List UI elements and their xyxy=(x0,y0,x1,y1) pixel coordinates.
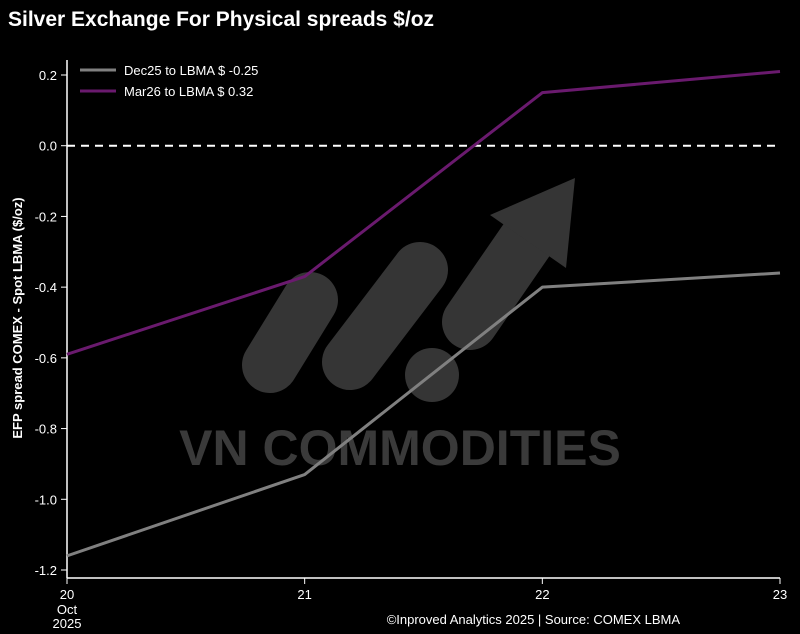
legend-label-mar26: Mar26 to LBMA $ 0.32 xyxy=(124,84,253,99)
series-line-mar26 xyxy=(66,69,781,356)
x-tick-label: 21 xyxy=(297,587,311,602)
y-tick-label: -0.8 xyxy=(35,422,57,437)
x-tick-label: 23 xyxy=(773,587,787,602)
x-tick-sublabel: Oct xyxy=(57,602,78,617)
y-tick-label: -0.6 xyxy=(35,351,57,366)
y-tick-label: -1.0 xyxy=(35,492,57,507)
series-line-dec25 xyxy=(66,271,781,558)
watermark-text: VN COMMODITIES xyxy=(179,420,621,476)
y-tick-label: 0.0 xyxy=(39,139,57,154)
y-tick-label: -1.2 xyxy=(35,563,57,578)
y-axis-label: EFP spread COMEX - Spot LBMA ($/oz) xyxy=(10,197,25,438)
legend: Dec25 to LBMA $ -0.25 Mar26 to LBMA $ 0.… xyxy=(80,63,258,99)
watermark-logo xyxy=(242,178,575,402)
source-note: ©Inproved Analytics 2025 | Source: COMEX… xyxy=(387,612,681,627)
y-tick-label: -0.4 xyxy=(35,280,57,295)
y-tick-label: 0.2 xyxy=(39,68,57,83)
x-tick-label: 22 xyxy=(535,587,549,602)
y-tick-label: -0.2 xyxy=(35,209,57,224)
series-lines xyxy=(66,69,781,558)
y-ticks: 0.2 0.0 -0.2 -0.4 -0.6 -0.8 -1.0 -1.2 xyxy=(35,68,67,578)
legend-label-dec25: Dec25 to LBMA $ -0.25 xyxy=(124,63,258,78)
chart-title: Silver Exchange For Physical spreads $/o… xyxy=(8,8,434,31)
x-tick-sublabel: 2025 xyxy=(53,616,82,631)
x-tick-label: 20 xyxy=(60,587,74,602)
